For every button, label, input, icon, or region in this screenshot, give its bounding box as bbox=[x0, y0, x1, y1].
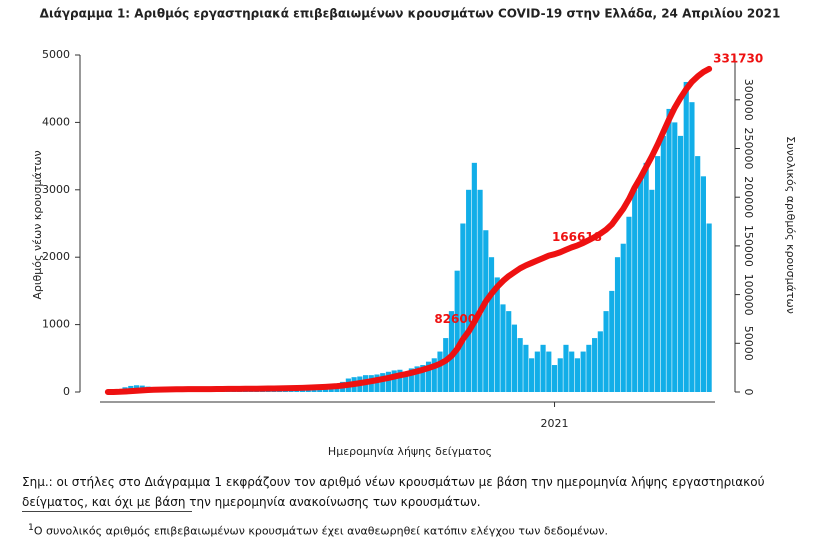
bar bbox=[443, 338, 449, 392]
bar bbox=[683, 81, 689, 393]
line-value-label: 331730 bbox=[713, 51, 763, 65]
y-tick-label: 3000 bbox=[42, 183, 70, 196]
bar bbox=[403, 371, 409, 392]
bar bbox=[695, 156, 701, 392]
bar bbox=[540, 344, 546, 392]
bar bbox=[425, 361, 432, 392]
x-tick-label: 2021 bbox=[541, 417, 569, 430]
bar bbox=[563, 344, 569, 392]
y-tick-label: 0 bbox=[63, 385, 70, 398]
bar bbox=[620, 243, 626, 392]
bar bbox=[614, 257, 621, 392]
y-tick-label: 4000 bbox=[42, 115, 70, 128]
y-tick-label: 2000 bbox=[42, 250, 70, 263]
bar bbox=[408, 368, 414, 392]
bar bbox=[500, 304, 506, 392]
y2-tick-label: 150000 bbox=[742, 225, 755, 267]
bar bbox=[569, 351, 575, 392]
bar bbox=[603, 311, 609, 392]
bar bbox=[689, 102, 695, 393]
bar bbox=[471, 162, 477, 392]
bar bbox=[385, 371, 392, 392]
y2-tick-label: 100000 bbox=[742, 274, 755, 316]
y2-axis-title: Συνολικός αριθμός κρουσμάτων bbox=[784, 136, 797, 314]
bar bbox=[523, 344, 529, 392]
bar bbox=[643, 162, 649, 392]
line-value-label: 166618 bbox=[552, 230, 602, 244]
footnote: 1Ο συνολικός αριθμός επιβεβαιωμένων κρου… bbox=[28, 522, 608, 538]
bar bbox=[672, 122, 678, 393]
bar bbox=[380, 373, 386, 392]
bar bbox=[420, 365, 426, 392]
bar bbox=[506, 311, 512, 392]
separator bbox=[22, 511, 192, 512]
bar bbox=[397, 369, 403, 392]
cumulative-line bbox=[104, 65, 713, 395]
bar bbox=[477, 189, 483, 392]
bar bbox=[706, 223, 712, 392]
bar bbox=[431, 358, 437, 392]
bar bbox=[609, 290, 615, 392]
bar bbox=[592, 338, 598, 392]
bar bbox=[632, 189, 638, 392]
bar bbox=[534, 351, 540, 392]
bar bbox=[597, 331, 603, 392]
note: Σημ.: οι στήλες στο Διάγραμμα 1 εκφράζου… bbox=[22, 475, 765, 509]
x-axis-title: Ημερομηνία λήψης δείγματος bbox=[328, 445, 492, 458]
bar bbox=[460, 223, 466, 392]
bar bbox=[637, 176, 643, 392]
bar bbox=[454, 270, 460, 392]
bar bbox=[586, 344, 592, 392]
footnote-mark: 1 bbox=[28, 522, 34, 533]
bar bbox=[511, 324, 518, 392]
bar bbox=[700, 176, 706, 392]
bar bbox=[483, 230, 489, 392]
y2-tick-label: 0 bbox=[742, 389, 755, 396]
bar bbox=[580, 351, 586, 392]
y2-tick-label: 300000 bbox=[742, 79, 755, 121]
bar bbox=[494, 277, 500, 392]
bar bbox=[557, 358, 563, 392]
bar bbox=[574, 358, 581, 392]
bar bbox=[666, 108, 672, 393]
y-tick-label: 5000 bbox=[42, 48, 70, 61]
bar bbox=[551, 365, 558, 392]
bar bbox=[437, 351, 443, 392]
bar bbox=[626, 216, 632, 392]
line-value-label: 82600 bbox=[434, 312, 476, 326]
y-tick-label: 1000 bbox=[42, 318, 70, 331]
bar bbox=[649, 189, 655, 392]
footnote-text: Ο συνολικός αριθμός επιβεβαιωμένων κρουσ… bbox=[33, 524, 608, 538]
bar bbox=[488, 257, 495, 392]
y-axis-title: Αριθμός νέων κρουσμάτων bbox=[31, 150, 44, 299]
bar bbox=[660, 135, 666, 392]
bar bbox=[529, 358, 535, 392]
bar bbox=[391, 370, 397, 392]
bar bbox=[677, 135, 684, 392]
y2-tick-label: 250000 bbox=[742, 128, 755, 170]
bar bbox=[466, 189, 472, 392]
bar bbox=[414, 366, 420, 392]
bar bbox=[546, 351, 552, 392]
bar bbox=[374, 374, 380, 392]
y2-tick-label: 200000 bbox=[742, 176, 755, 218]
bar bbox=[517, 338, 523, 392]
chart: Διάγραμμα 1: Αριθμός εργαστηριακά επιβεβ… bbox=[31, 7, 797, 459]
bar bbox=[655, 156, 661, 392]
y2-tick-label: 50000 bbox=[742, 326, 755, 361]
chart-title: Διάγραμμα 1: Αριθμός εργαστηριακά επιβεβ… bbox=[40, 7, 781, 21]
